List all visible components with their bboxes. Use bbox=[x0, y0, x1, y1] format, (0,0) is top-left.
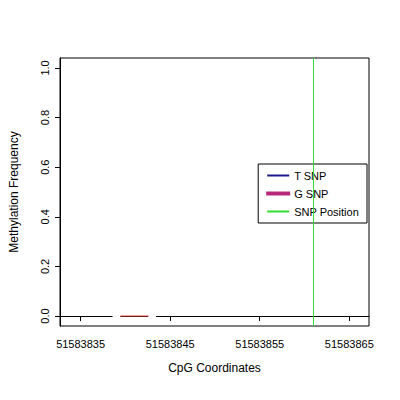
svg-text:51583865: 51583865 bbox=[325, 338, 374, 350]
svg-text:1.0: 1.0 bbox=[39, 60, 51, 75]
svg-text:G SNP: G SNP bbox=[294, 188, 328, 200]
svg-text:CpG Coordinates: CpG Coordinates bbox=[168, 361, 261, 375]
svg-text:0.8: 0.8 bbox=[39, 110, 51, 125]
svg-text:51583845: 51583845 bbox=[146, 338, 195, 350]
svg-text:0.2: 0.2 bbox=[39, 259, 51, 274]
svg-text:0.4: 0.4 bbox=[39, 209, 51, 224]
svg-text:Methylation Frequency: Methylation Frequency bbox=[7, 131, 21, 252]
svg-text:0.0: 0.0 bbox=[39, 308, 51, 323]
svg-text:51583855: 51583855 bbox=[235, 338, 284, 350]
svg-text:SNP Position: SNP Position bbox=[294, 206, 359, 218]
svg-text:51583835: 51583835 bbox=[56, 338, 105, 350]
svg-text:T SNP: T SNP bbox=[294, 170, 326, 182]
svg-text:0.6: 0.6 bbox=[39, 160, 51, 175]
